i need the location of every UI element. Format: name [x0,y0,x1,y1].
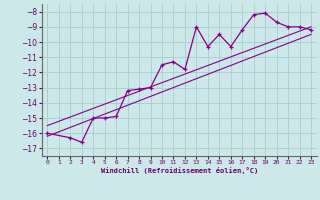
X-axis label: Windchill (Refroidissement éolien,°C): Windchill (Refroidissement éolien,°C) [100,167,258,174]
